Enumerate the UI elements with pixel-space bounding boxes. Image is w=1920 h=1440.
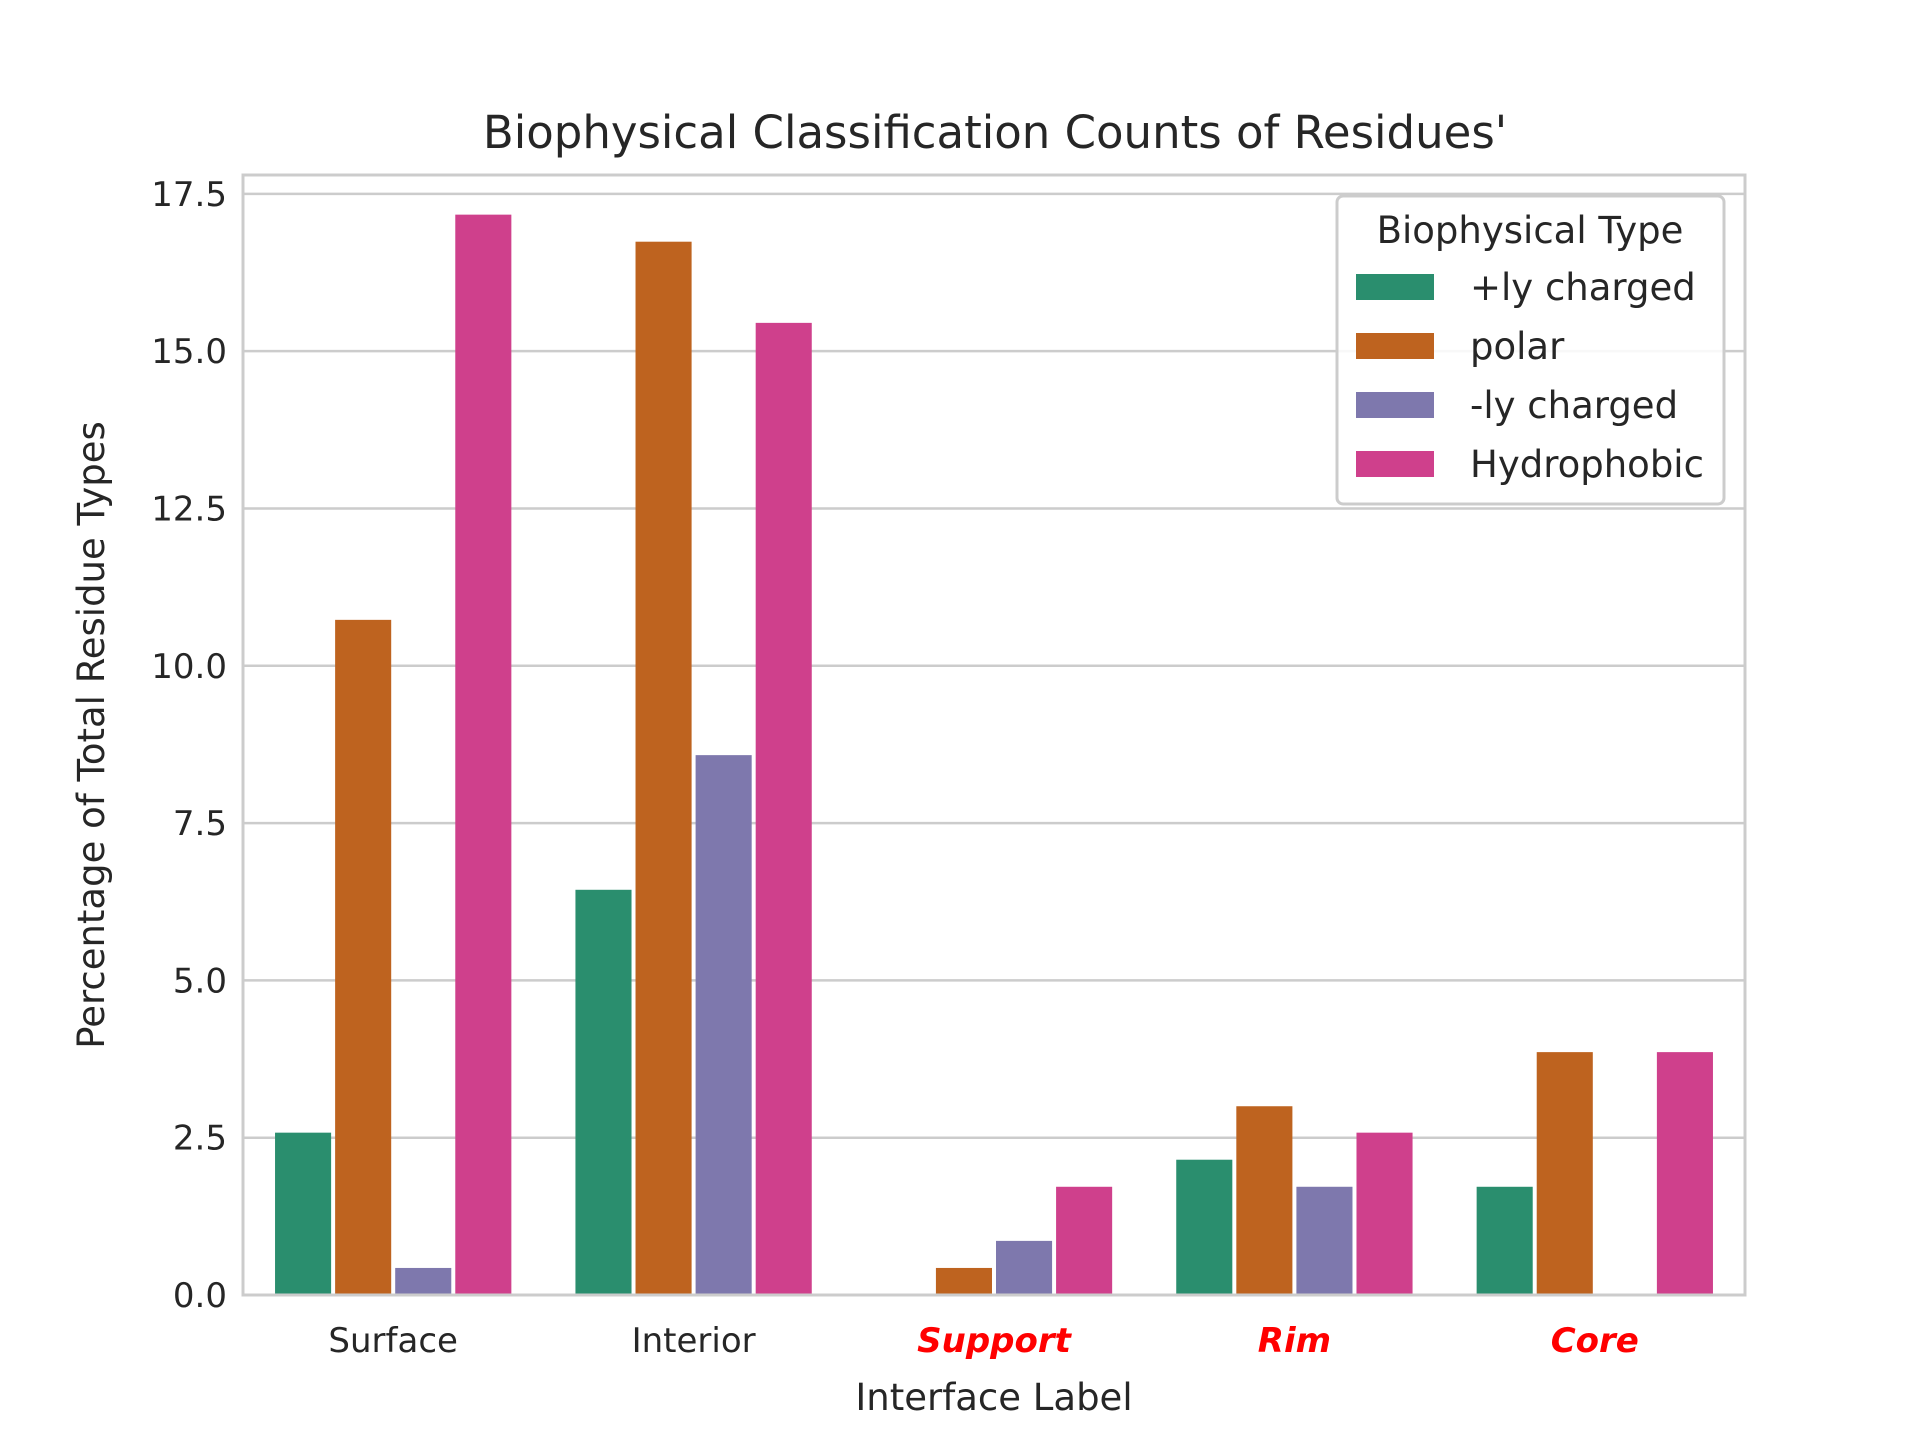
plot-frame — [241, 173, 1747, 1297]
legend-title: Biophysical Type — [1377, 209, 1684, 252]
y-tick-label: 2.5 — [173, 1119, 227, 1159]
bar — [1536, 1052, 1593, 1295]
x-axis-ticks: Surface Interior Support Rim Core — [328, 1321, 1638, 1361]
y-tick-label: 7.5 — [173, 804, 227, 844]
y-axis-ticks: 0.0 2.5 5.0 7.5 10.0 12.5 15.0 17.5 — [151, 175, 227, 1316]
y-tick-label: 12.5 — [151, 489, 227, 529]
legend-label: polar — [1470, 325, 1565, 368]
x-axis-title: Interface Label — [855, 1376, 1132, 1419]
y-tick-label: 0.0 — [173, 1276, 227, 1316]
legend-label: -ly charged — [1470, 384, 1678, 427]
legend-label: +ly charged — [1470, 266, 1696, 309]
legend-frame — [1335, 194, 1726, 506]
bar — [1356, 1132, 1413, 1295]
legend-label: Hydrophobic — [1470, 443, 1704, 486]
bar — [1476, 1186, 1533, 1295]
legend: Biophysical Type +ly charged polar -ly cha… — [1335, 194, 1726, 506]
y-tick-label: 15.0 — [151, 332, 227, 372]
y-tick-label: 17.5 — [151, 175, 227, 215]
bar — [275, 1132, 332, 1295]
y-tick-label: 10.0 — [151, 647, 227, 687]
bar — [935, 1267, 992, 1295]
bar — [1296, 1186, 1353, 1295]
legend-swatch — [1356, 451, 1434, 477]
x-tick-label: Core — [1551, 1321, 1639, 1361]
y-tick-label: 5.0 — [173, 961, 227, 1001]
legend-items: +ly charged polar -ly charged Hydrophobic — [1356, 266, 1704, 486]
y-axis-title: Percentage of Total Residue Types — [70, 421, 113, 1049]
bar — [1656, 1052, 1713, 1295]
bar — [1176, 1159, 1233, 1295]
bar — [575, 889, 632, 1295]
bar — [1236, 1106, 1293, 1295]
bar — [755, 322, 812, 1295]
chart-title: Biophysical Classification Counts of Res… — [483, 106, 1507, 159]
x-tick-label: Support — [917, 1321, 1072, 1361]
x-tick-label: Interior — [632, 1321, 756, 1361]
bar — [335, 619, 392, 1295]
x-tick-label: Surface — [328, 1321, 458, 1361]
x-tick-label: Rim — [1258, 1321, 1331, 1361]
legend-swatch — [1356, 333, 1434, 359]
bar — [455, 214, 512, 1296]
legend-swatch — [1356, 392, 1434, 418]
bar — [395, 1267, 452, 1295]
bar — [635, 241, 692, 1295]
bar — [1056, 1186, 1113, 1295]
bar — [695, 755, 752, 1295]
legend-swatch — [1356, 274, 1434, 300]
bar-series — [275, 214, 1713, 1296]
bar — [996, 1240, 1053, 1295]
